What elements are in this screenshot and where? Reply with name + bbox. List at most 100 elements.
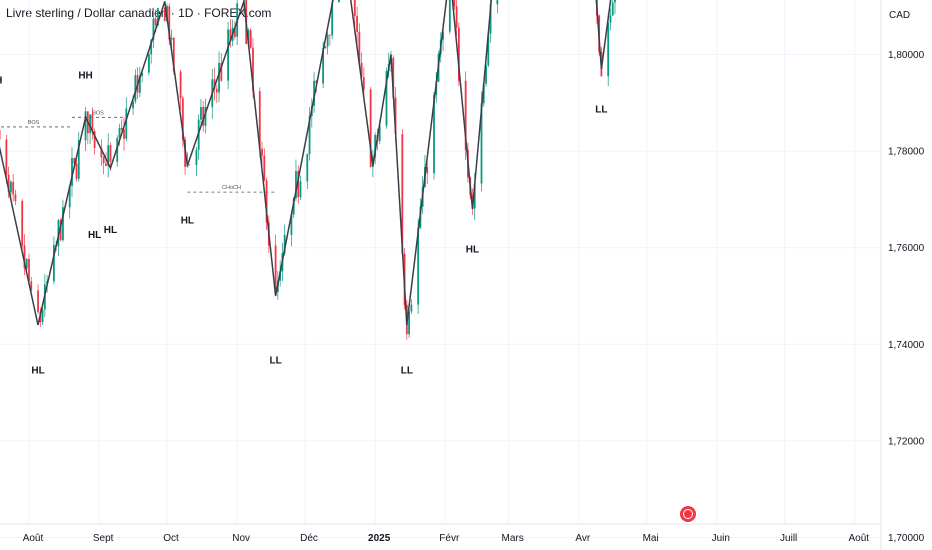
candle-body [297, 171, 300, 198]
candle-body [385, 71, 388, 126]
candle-body [457, 27, 460, 81]
time-tick-label: Mai [643, 533, 659, 544]
candle-body [356, 16, 358, 32]
candle-body [73, 157, 76, 164]
structure-label: HL [466, 245, 479, 256]
price-tick-label: 1,80000 [888, 50, 925, 61]
time-tick-label: Août [849, 533, 870, 544]
candle-body [172, 37, 175, 72]
time-tick-label: Nov [232, 533, 250, 544]
structure-label: HH [0, 75, 2, 86]
structure-label: LL [595, 104, 607, 115]
event-icon-inner [683, 509, 693, 519]
time-tick-label: Oct [163, 533, 179, 544]
candle-body [453, 0, 456, 7]
candle-body [89, 114, 91, 134]
candle-body [204, 106, 207, 126]
candle-body [59, 220, 62, 241]
candle-body [295, 171, 297, 199]
candle-body [123, 129, 125, 139]
candle-body [91, 114, 94, 132]
candle-body [433, 94, 435, 174]
candle-body [202, 106, 205, 126]
candle-body [448, 0, 451, 32]
candle-body [261, 148, 263, 156]
candle-body [607, 22, 610, 77]
candle-body [84, 111, 87, 141]
structure-labels: HHHLHHHLHLHHLHHLHHLLHHLLLHHLHHHLLHLLLHHL [0, 71, 608, 377]
candle-body [218, 62, 220, 93]
candle-body [326, 34, 329, 47]
marker-label: BOS [92, 110, 104, 116]
candle-body [290, 214, 293, 235]
candle-body [378, 125, 381, 142]
candle-body [125, 108, 128, 139]
candle-body [263, 155, 266, 181]
candle-body [107, 145, 110, 166]
candle-body [215, 88, 218, 93]
candle-body [148, 54, 150, 73]
time-tick-label: Mars [502, 533, 524, 544]
candle-body [120, 127, 123, 130]
candle-body [299, 181, 302, 198]
candle-body [132, 101, 134, 109]
candle-body [109, 145, 112, 162]
candle-body [12, 181, 15, 195]
candle-body [417, 227, 420, 305]
candle-body [227, 29, 229, 81]
chart-title: Livre sterling / Dollar canadien · 1D · … [6, 6, 272, 20]
candle-body [213, 79, 216, 89]
candle-body [252, 47, 254, 92]
candle-body [611, 2, 614, 16]
candle-body [442, 31, 444, 40]
candle-body [25, 258, 28, 269]
candle-body [93, 131, 96, 148]
time-tick-label: Sept [93, 533, 114, 544]
candle-body [170, 37, 173, 40]
candle-body [489, 4, 492, 34]
candle-body [77, 140, 80, 179]
structure-label: HL [181, 216, 194, 227]
candle-body [496, 0, 499, 5]
candle-body [14, 194, 17, 201]
candle-body [487, 33, 490, 66]
candle-body [229, 29, 232, 41]
price-tick-label: 1,76000 [888, 243, 925, 254]
candle-body [118, 127, 121, 139]
candle-body [362, 77, 365, 90]
candle-body [249, 30, 252, 48]
time-tick-label: Déc [300, 533, 318, 544]
price-tick-label: 1,72000 [888, 436, 925, 447]
candle-body [37, 290, 39, 313]
candle-body [482, 83, 485, 104]
event-icon [680, 506, 696, 522]
candle-body [464, 80, 467, 150]
candle-body [265, 180, 268, 223]
candle-body [331, 2, 334, 36]
time-axis: Août Sept Oct Nov Déc 2025 Févr Mars Avr Mai Juin J… [0, 506, 881, 544]
time-tick-label: Avr [575, 533, 590, 544]
candle-body [308, 115, 311, 155]
candle-body [480, 103, 483, 184]
structure-label: HL [88, 230, 101, 241]
candle-body [609, 15, 612, 23]
candle-body [28, 258, 30, 282]
candle-body [75, 163, 78, 179]
price-tick-label: 1,70000 [888, 533, 925, 544]
candle-body [141, 72, 144, 76]
candle-body [62, 207, 64, 241]
structure-label: LL [401, 365, 413, 376]
chart-grid [0, 0, 881, 538]
candle-body [188, 164, 191, 166]
price-tick-label: 1,74000 [888, 340, 925, 351]
structure-label: HH [78, 71, 92, 82]
candle-body [150, 39, 153, 55]
candle-body [324, 46, 327, 48]
candle-body [7, 174, 10, 193]
candle-body [163, 8, 166, 22]
candle-body [369, 89, 372, 168]
marker-label: BOS [28, 120, 40, 126]
candle-body [23, 245, 26, 269]
candle-body [71, 157, 73, 186]
